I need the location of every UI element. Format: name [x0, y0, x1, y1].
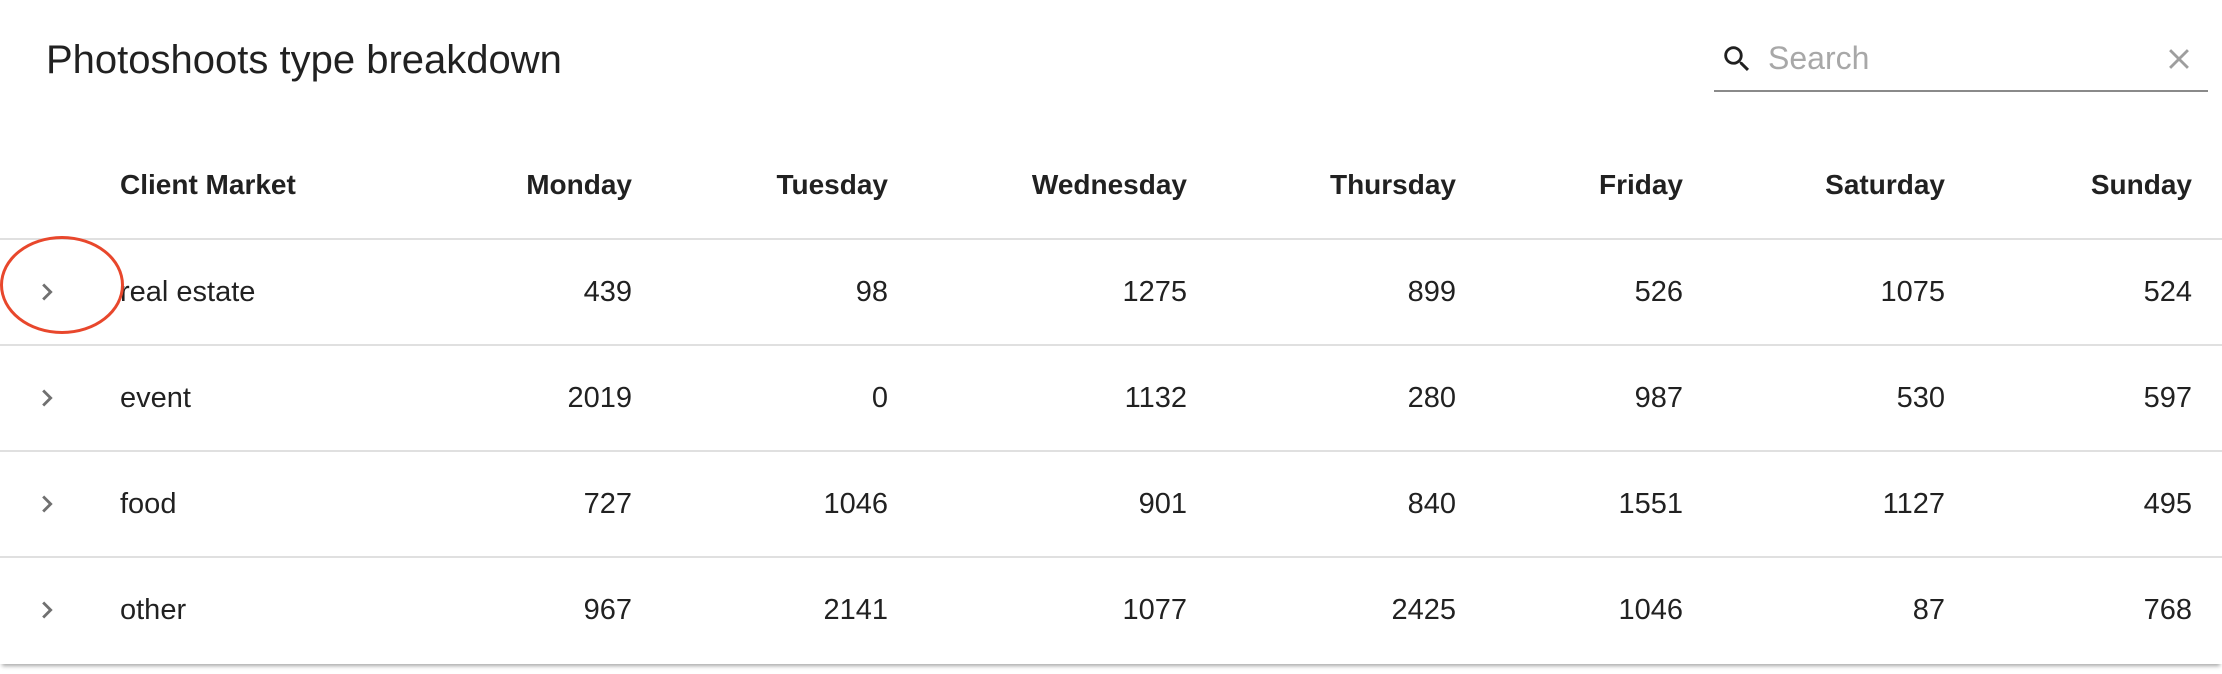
expand-cell [0, 239, 120, 346]
column-header-saturday[interactable]: Saturday [1683, 132, 1945, 240]
search-icon [1720, 42, 1754, 76]
value-cell: 1275 [888, 239, 1187, 346]
value-cell: 1046 [1618, 593, 1683, 626]
value-cell: 87 [1912, 593, 1945, 626]
market-cell: food [120, 451, 446, 558]
value-cell: 1132 [888, 345, 1187, 452]
value-cell: 530 [1683, 345, 1945, 452]
value-cell: 727 [446, 451, 632, 558]
value-cell: 495 [1945, 451, 2222, 558]
table-row: real estate 439 98 1275 899 526 1075 524 [0, 239, 2222, 346]
value-cell: 1551 [1456, 451, 1683, 558]
value-cell: 1075 [1683, 239, 1945, 346]
column-header-thursday[interactable]: Thursday [1187, 132, 1456, 240]
chevron-right-icon[interactable] [30, 381, 64, 415]
table-row: event 2019 0 1132 280 987 530 597 [0, 345, 2222, 452]
value-cell: 2019 [446, 345, 632, 452]
value-cell: 439 [446, 239, 632, 346]
column-header-client-market[interactable]: Client Market [120, 132, 446, 240]
expand-cell [0, 451, 120, 558]
chevron-right-icon[interactable] [30, 487, 64, 521]
value-cell: 524 [1945, 239, 2222, 346]
search-field[interactable] [1714, 28, 2208, 92]
value-cell: 2141 [823, 593, 888, 626]
column-header-sunday[interactable]: Sunday [1945, 132, 2222, 240]
value-cell: 1077 [1122, 593, 1187, 626]
table-header-row: Client Market Monday Tuesday Wednesday T… [0, 132, 2222, 240]
page-title: Photoshoots type breakdown [46, 38, 562, 82]
value-cell: 280 [1187, 345, 1456, 452]
expand-cell [0, 557, 120, 662]
market-cell: event [120, 345, 446, 452]
column-header-expand [0, 132, 120, 240]
search-input[interactable] [1768, 36, 2128, 80]
column-header-monday[interactable]: Monday [446, 132, 632, 240]
column-header-wednesday[interactable]: Wednesday [888, 132, 1187, 240]
value-cell: 2425 [1391, 593, 1456, 626]
chevron-right-icon[interactable] [30, 593, 64, 627]
value-cell: 987 [1456, 345, 1683, 452]
column-header-tuesday[interactable]: Tuesday [632, 132, 888, 240]
value-cell: 840 [1187, 451, 1456, 558]
value-cell: 1127 [1683, 451, 1945, 558]
value-cell: 526 [1456, 239, 1683, 346]
value-cell: 597 [1945, 345, 2222, 452]
table-row: other 967 2141 1077 2425 1046 87 768 [0, 557, 2222, 662]
value-cell: 901 [888, 451, 1187, 558]
value-cell: 0 [632, 345, 888, 452]
value-cell: 768 [2143, 593, 2192, 626]
market-cell: real estate [120, 239, 446, 346]
column-header-friday[interactable]: Friday [1456, 132, 1683, 240]
value-cell: 899 [1187, 239, 1456, 346]
table-row: food 727 1046 901 840 1551 1127 495 [0, 451, 2222, 558]
close-icon[interactable] [2162, 42, 2196, 76]
breakdown-table: Client Market Monday Tuesday Wednesday T… [0, 132, 2222, 662]
market-cell: other [120, 593, 187, 626]
value-cell: 98 [632, 239, 888, 346]
value-cell: 967 [583, 593, 632, 626]
value-cell: 1046 [632, 451, 888, 558]
chevron-right-icon[interactable] [30, 275, 64, 309]
expand-cell [0, 345, 120, 452]
